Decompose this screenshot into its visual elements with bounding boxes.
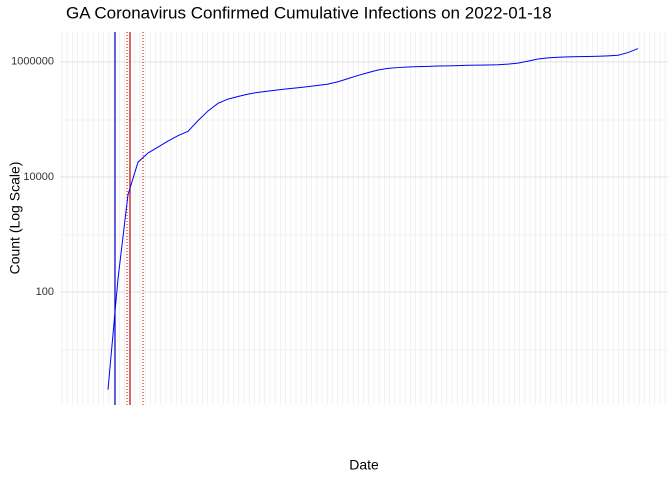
line — [107, 48, 639, 390]
x-axis-title: Date — [349, 457, 379, 473]
chart-title: GA Coronavirus Confirmed Cumulative Infe… — [66, 3, 552, 22]
y-tick-label: 10000 — [23, 171, 54, 183]
date-grid — [60, 32, 668, 405]
y-axis-title: Count (Log Scale) — [7, 162, 23, 275]
y-tick-label: 1000000 — [11, 56, 54, 68]
y-tick-label: 100 — [36, 286, 54, 298]
